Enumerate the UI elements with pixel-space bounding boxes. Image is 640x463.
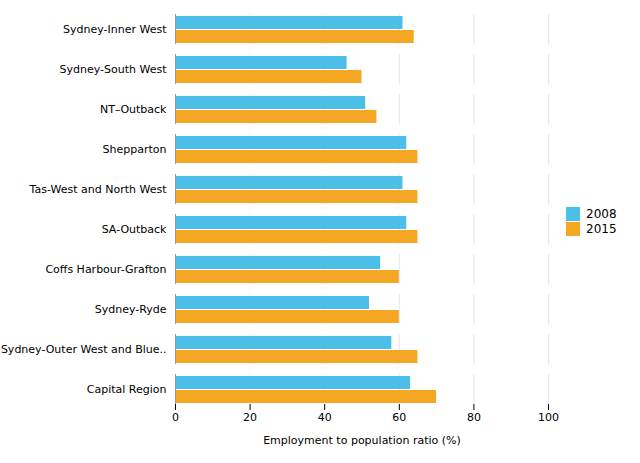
svg-text:Employment to population ratio: Employment to population ratio (%) (263, 434, 461, 447)
svg-text:Tas-West and North West: Tas-West and North West (29, 183, 168, 196)
svg-text:Capital Region: Capital Region (87, 383, 167, 396)
svg-text:60: 60 (392, 411, 406, 424)
svg-text:Sydney-Ryde: Sydney-Ryde (95, 303, 167, 316)
svg-text:Sydney-Inner West: Sydney-Inner West (63, 23, 167, 36)
html-text:2015: 2015 (586, 222, 617, 236)
svg-text:20: 20 (243, 411, 257, 424)
svg-text:Shepparton: Shepparton (103, 143, 167, 156)
html-text:2008: 2008 (586, 207, 617, 221)
svg-text:Sydney-Outer West and Blue..: Sydney-Outer West and Blue.. (1, 343, 167, 356)
svg-text:SA-Outback: SA-Outback (102, 223, 167, 236)
svg-text:Sydney-South West: Sydney-South West (59, 63, 167, 76)
svg-text:NT–Outback: NT–Outback (100, 103, 167, 116)
svg-text:100: 100 (538, 411, 559, 424)
svg-text:80: 80 (467, 411, 481, 424)
svg-text:0: 0 (172, 411, 179, 424)
svg-text:40: 40 (318, 411, 332, 424)
svg-text:Coffs Harbour-Grafton: Coffs Harbour-Grafton (45, 263, 166, 276)
